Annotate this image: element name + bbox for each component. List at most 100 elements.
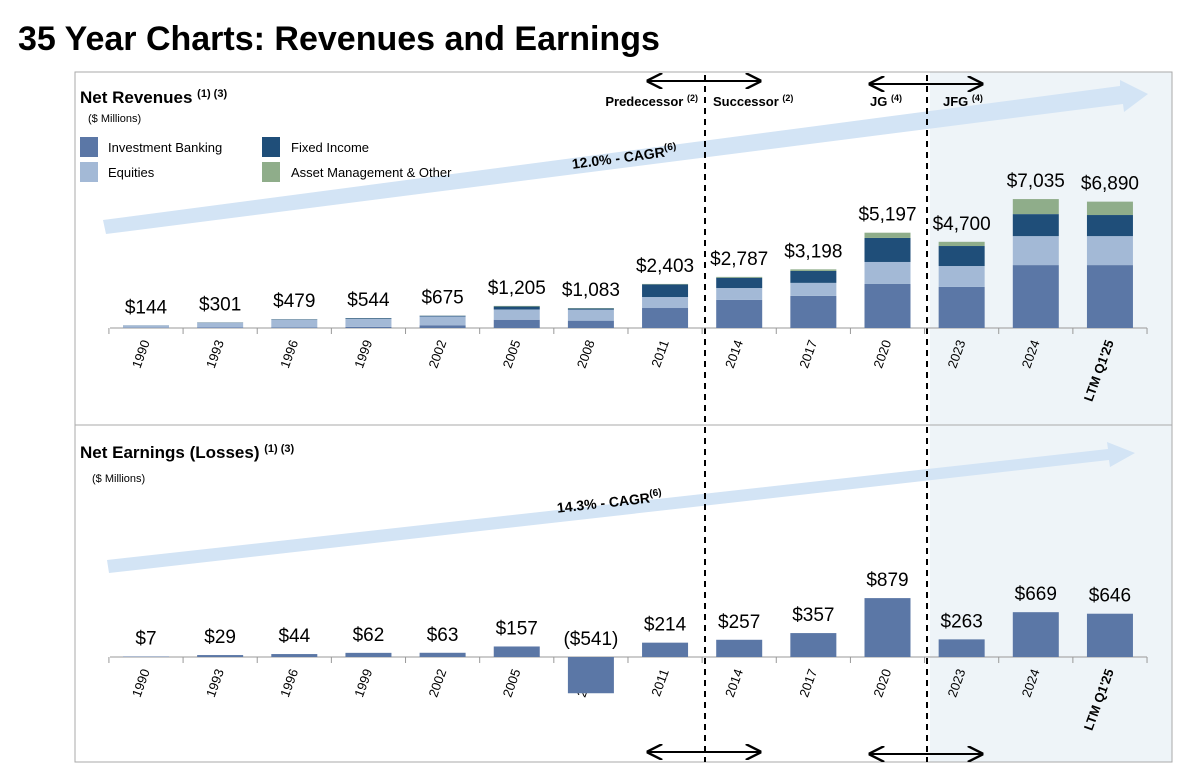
subtitle: ($ Millions) (92, 473, 145, 485)
bar-segment (938, 266, 985, 287)
value-label: $879 (866, 570, 908, 591)
value-label: $7 (135, 629, 156, 650)
x-tick-label: 1990 (129, 667, 153, 699)
bar-segment (938, 246, 985, 267)
bar-segment (716, 276, 763, 278)
note: (1) (3) (197, 88, 227, 100)
bar-segment (1086, 215, 1133, 237)
bar-segment (123, 325, 169, 328)
bar (345, 652, 392, 657)
bar-segment (1012, 265, 1059, 328)
bar-segment (493, 306, 540, 310)
bar-segment (1086, 265, 1133, 328)
bar-segment (345, 318, 392, 327)
x-tick-label: 1999 (351, 338, 375, 370)
bar (864, 598, 911, 657)
total-label: $675 (421, 288, 463, 309)
value-label: $669 (1015, 584, 1057, 605)
legend-swatch (80, 162, 98, 182)
x-tick-label: 2005 (500, 667, 524, 699)
x-tick-label: 2002 (425, 667, 449, 699)
bar-segment (419, 316, 466, 326)
total-label: $479 (273, 291, 315, 312)
x-tick-label: 2020 (870, 667, 894, 699)
note: (6) (649, 487, 662, 499)
x-tick-label: 2008 (574, 338, 598, 370)
bar-segment (864, 232, 911, 238)
legend-swatch (80, 137, 98, 157)
period-label: Predecessor (2) (605, 93, 698, 109)
period-label: JG (4) (870, 93, 902, 109)
bar (938, 639, 985, 657)
bar-segment (419, 315, 466, 317)
x-tick-label: 1999 (351, 667, 375, 699)
bar-segment (864, 237, 911, 262)
legend-label: Fixed Income (291, 140, 369, 155)
note: (6) (663, 141, 677, 154)
bar (567, 657, 614, 694)
bar-segment (1012, 199, 1059, 215)
chart-title: Net Revenues (80, 88, 192, 107)
bar-segment (345, 318, 392, 319)
value-label: $357 (792, 605, 834, 626)
panel (74, 424, 1173, 763)
total-label: $5,197 (858, 205, 916, 226)
bar-segment (197, 322, 244, 328)
chart-title: Net Revenues (1) (3) (80, 88, 227, 107)
bar-segment (864, 261, 911, 284)
x-tick-label: 2017 (796, 667, 820, 699)
period-label: JFG (943, 94, 968, 109)
chart-title: Net Earnings (Losses) (1) (3) (80, 443, 295, 462)
note: (2) (687, 93, 698, 103)
bar-segment (1012, 214, 1059, 237)
total-label: $2,403 (636, 256, 694, 277)
x-tick-label: 1990 (129, 338, 153, 370)
note: (1) (3) (264, 443, 294, 455)
value-label: ($541) (563, 629, 618, 650)
x-tick-label: 1993 (203, 338, 227, 370)
bar-segment (642, 308, 689, 328)
total-label: $544 (347, 290, 390, 311)
bar-segment (790, 269, 837, 271)
total-label: $144 (125, 297, 168, 318)
cagr-arrow (103, 80, 1148, 234)
x-tick-label: 2014 (722, 667, 746, 699)
x-tick-label: 2011 (648, 338, 672, 369)
bar-segment (790, 270, 837, 283)
bar-segment (1086, 236, 1133, 266)
period-label: JFG (4) (943, 93, 983, 109)
total-label: $3,198 (784, 241, 842, 262)
bar-segment (716, 288, 763, 300)
bar-segment (938, 286, 985, 328)
legend-label: Equities (108, 165, 155, 180)
legend-label: Investment Banking (108, 140, 222, 155)
legend-swatch (262, 137, 280, 157)
bar (271, 654, 318, 657)
bar-segment (790, 282, 837, 296)
period-label: Predecessor (605, 94, 683, 109)
x-tick-label: 2017 (796, 338, 820, 370)
period-label: Successor (713, 94, 779, 109)
bar-segment (790, 295, 837, 328)
cagr-arrow (107, 442, 1135, 573)
total-label: $7,035 (1007, 171, 1065, 192)
x-tick-label: 2005 (500, 338, 524, 370)
bar-segment (1012, 236, 1059, 266)
value-label: $62 (353, 625, 385, 646)
x-tick-label: 2020 (870, 338, 894, 370)
bar-segment (567, 308, 614, 310)
bar-segment (419, 325, 466, 328)
total-label: $6,890 (1081, 174, 1139, 195)
total-label: $301 (199, 294, 241, 315)
period-label: Successor (2) (713, 93, 793, 109)
x-tick-label: 1993 (203, 667, 227, 699)
bar-segment (493, 319, 540, 328)
bar (1012, 612, 1059, 657)
value-label: $263 (941, 611, 983, 632)
bar-segment (197, 327, 244, 328)
bar-segment (271, 319, 318, 328)
x-tick-label: 1996 (277, 338, 301, 370)
legend-label: Asset Management & Other (291, 165, 452, 180)
value-label: $214 (644, 615, 687, 636)
